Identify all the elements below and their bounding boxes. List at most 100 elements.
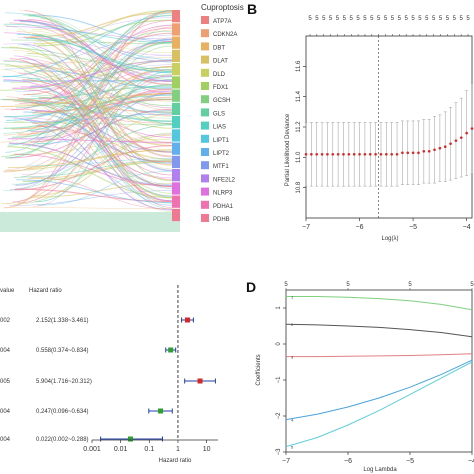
b-top-tick-label: 5 <box>322 16 326 22</box>
b-point <box>331 153 335 156</box>
sankey-link <box>23 111 173 164</box>
legend-swatch <box>201 174 209 183</box>
sankey-link <box>29 89 173 188</box>
c-hr-marker <box>184 317 190 323</box>
sankey-panel: Cuproptosis ATP7A CDKN2A DBT DLAT DLD FDX1 GCS… <box>0 3 244 232</box>
sankey-link <box>3 23 173 44</box>
sankey-link <box>7 146 173 199</box>
sankey-link <box>38 96 173 147</box>
sankey-link <box>3 10 173 209</box>
b-point <box>320 153 324 156</box>
b-point <box>379 153 383 156</box>
d-xtick-label: −6 <box>344 458 352 465</box>
sankey-link <box>7 138 173 143</box>
sankey-link <box>18 72 173 176</box>
sankey-link <box>32 92 173 114</box>
sankey-link <box>35 70 173 203</box>
sankey-right-node <box>172 36 180 49</box>
b-top-tick-label: 5 <box>356 16 360 22</box>
d-series-index: 5 <box>291 445 294 450</box>
b-point <box>352 153 356 156</box>
sankey-link <box>16 179 173 204</box>
sankey-link <box>5 41 173 159</box>
b-point <box>342 153 345 156</box>
b-point <box>368 153 372 156</box>
b-top-tick-label: 5 <box>418 16 422 22</box>
sankey-link <box>9 79 173 190</box>
legend-swatch <box>201 134 209 143</box>
b-top-tick-label: 5 <box>384 16 388 22</box>
b-xtick-label: −4 <box>463 224 471 231</box>
sankey-link <box>29 12 173 38</box>
d-series-index: 3 <box>291 355 294 360</box>
sankey-link <box>9 190 173 206</box>
b-point <box>336 153 340 156</box>
legend-swatch <box>201 42 209 51</box>
c-xtick-label: 0.001 <box>83 446 101 453</box>
d-ytick-label: −2 <box>276 412 282 420</box>
b-top-tick-label: 5 <box>315 16 319 22</box>
c-pvalue: 004 <box>0 348 11 354</box>
b-point <box>433 148 436 152</box>
legend-label: DLAT <box>213 59 228 65</box>
c-pvalue: 004 <box>0 437 11 443</box>
sankey-link <box>16 27 173 137</box>
legend-label: MTF1 <box>213 164 229 170</box>
legend-swatch <box>201 121 209 130</box>
d-top-tick-label: 5 <box>346 282 350 288</box>
b-point <box>417 151 420 155</box>
b-top-tick-label: 5 <box>350 16 354 22</box>
sankey-right-node <box>172 169 180 182</box>
b-xtick-label: −6 <box>356 224 364 231</box>
b-ytick-label: 11.4 <box>296 90 302 102</box>
legend-label: GLS <box>213 111 225 117</box>
legend-swatch <box>201 55 209 64</box>
legend-swatch <box>201 214 209 222</box>
sankey-link <box>9 60 173 84</box>
d-top-tick-label: 5 <box>408 282 412 288</box>
d-ylabel: Coefficients <box>256 354 262 385</box>
sankey-bottom-node <box>0 212 180 232</box>
sankey-link <box>5 26 173 40</box>
sankey-link <box>30 113 173 123</box>
b-top-tick-label: 5 <box>391 16 395 22</box>
sankey-link <box>14 145 173 191</box>
b-point <box>470 127 474 130</box>
sankey-link <box>3 116 173 201</box>
sankey-link <box>20 27 173 88</box>
sankey-link <box>25 37 173 71</box>
d-series-line <box>285 361 473 448</box>
b-point <box>459 136 463 139</box>
sankey-link <box>18 37 173 56</box>
sankey-link <box>13 132 173 205</box>
c-xtick-label: 1 <box>176 446 180 453</box>
b-top-tick-label: 5 <box>405 16 409 22</box>
sankey-right-node <box>172 49 180 63</box>
sankey-link <box>3 149 173 172</box>
sankey-link <box>24 10 173 208</box>
legend-label: LIPT2 <box>213 151 230 157</box>
sankey-link <box>33 26 173 207</box>
c-xtick-label: 10 <box>203 446 211 453</box>
sankey-link <box>2 59 173 108</box>
panel-letter-d: D <box>246 279 256 295</box>
d-frame <box>285 289 473 453</box>
b-top-tick-label: 5 <box>398 16 402 22</box>
d-ytick-label: 1 <box>276 306 282 310</box>
b-point <box>358 153 361 156</box>
b-top-tick-label: 5 <box>446 16 450 22</box>
d-series-line <box>285 323 473 338</box>
sankey-link <box>37 19 173 47</box>
b-point <box>406 151 410 155</box>
b-top-tick-label: 5 <box>363 16 367 22</box>
sankey-right-node <box>172 129 180 142</box>
d-xtick-label: −7 <box>282 458 290 465</box>
sankey-link <box>27 158 173 167</box>
c-hr-text: 2.152(1.338~3.461) <box>36 318 89 324</box>
c-hr-marker <box>158 408 164 414</box>
legend-label: GCSH <box>213 98 230 104</box>
d-series-index: 4 <box>291 418 294 423</box>
b-point <box>363 153 367 156</box>
b-point <box>385 153 388 156</box>
